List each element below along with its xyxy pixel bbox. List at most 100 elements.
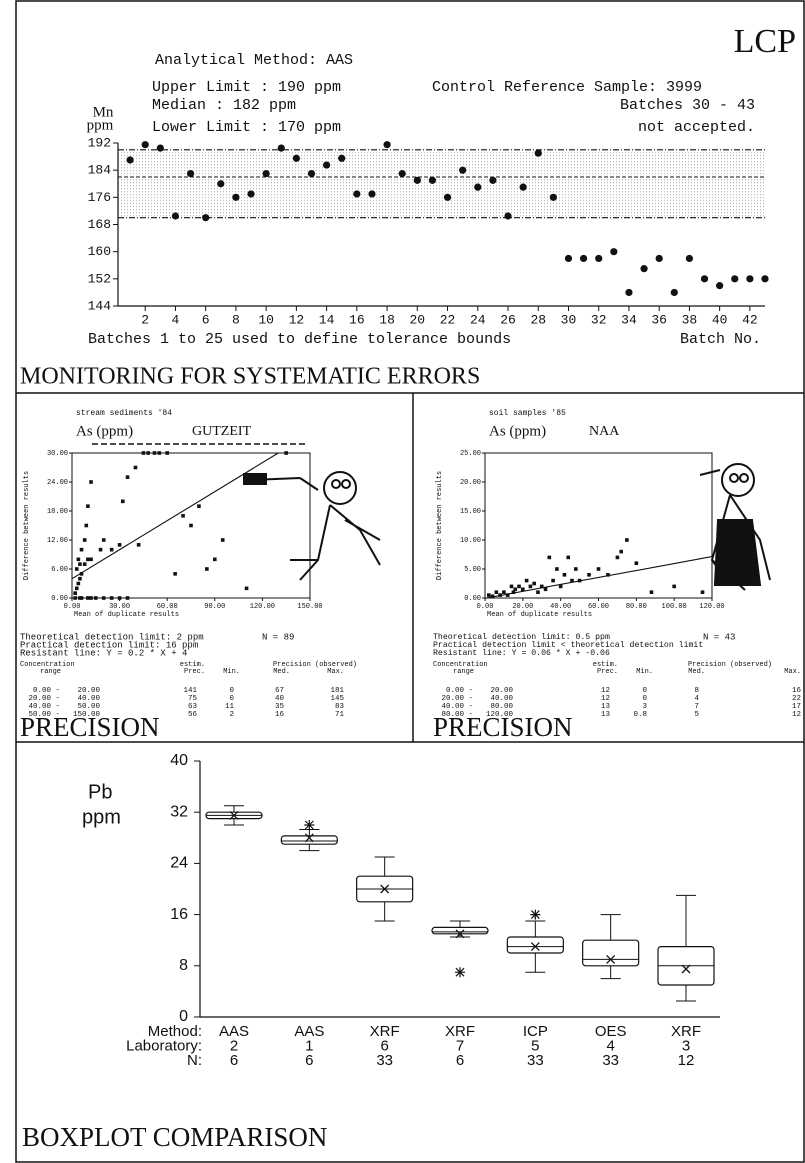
point [486, 593, 491, 597]
annotation: Analytical Method: AAS [155, 52, 353, 69]
point [73, 596, 77, 600]
point [685, 254, 694, 263]
annotation: Batches 30 - 43 [620, 97, 755, 114]
point [277, 144, 285, 152]
point [213, 557, 217, 562]
y-tick-label: 0.00 [51, 595, 68, 603]
fit-line [484, 556, 713, 599]
table-cell: 12 [601, 695, 610, 703]
table-cell: 12 [792, 711, 801, 719]
x-tick-label: 34 [621, 312, 637, 327]
point [86, 557, 90, 562]
y-tick-label: 168 [88, 217, 111, 232]
note: Practical detection limit < theoretical … [433, 640, 703, 650]
point [247, 190, 255, 198]
point [551, 578, 555, 583]
table-cell: 16 [792, 687, 802, 695]
table-cell: 145 [330, 695, 344, 703]
point [579, 254, 588, 263]
y-tick-label: 5.00 [464, 566, 481, 574]
point [76, 581, 81, 586]
mean-marker [229, 810, 239, 820]
point [443, 193, 452, 201]
point [564, 254, 573, 263]
page-label: LCP [734, 23, 796, 60]
laboratory: 6 [380, 1037, 388, 1054]
point [262, 169, 270, 178]
laboratory: 7 [456, 1037, 464, 1054]
table-cell: 40 [275, 695, 285, 703]
table-cell: 63 [188, 703, 198, 711]
point [649, 590, 654, 594]
point [505, 593, 510, 597]
point [78, 576, 82, 581]
point [146, 451, 150, 455]
y-tick-label: 0.00 [464, 595, 481, 603]
note: Resistant line: Y = 0.06 * X + -0.06 [433, 648, 610, 658]
table-header: Prec. [597, 668, 618, 676]
y-tick-label: 192 [88, 135, 111, 150]
table-header: range [453, 668, 474, 676]
box [431, 926, 489, 935]
x-tick-label: 14 [319, 312, 335, 327]
point [498, 593, 502, 597]
point [547, 555, 552, 560]
x-tick-label: 0.00 [477, 603, 494, 611]
point [570, 578, 574, 583]
point [574, 567, 578, 571]
x-tick-label: 24 [470, 312, 486, 327]
table-cell: 16 [275, 711, 285, 719]
mean-marker [455, 929, 465, 939]
y-tick-label: 184 [88, 163, 112, 178]
table-cell: 50.00 [77, 703, 100, 711]
point [181, 514, 185, 518]
box [582, 939, 640, 967]
element-label: As (ppm) [76, 423, 133, 439]
table-cell: 50.00 - [28, 711, 60, 719]
x-tick-label: 90.00 [204, 603, 225, 611]
point [338, 154, 346, 162]
point [672, 584, 676, 589]
box [280, 835, 338, 845]
point [292, 154, 300, 162]
y-tick-label: 40 [170, 752, 188, 769]
n-label: N = 43 [703, 632, 735, 642]
table-cell: 20.00 - [441, 695, 473, 703]
table-cell: 2 [229, 711, 234, 719]
y-axis-label: Difference between results [23, 471, 31, 580]
table-cell: 150.00 [73, 711, 101, 719]
point [79, 547, 84, 552]
method: ICP [523, 1023, 548, 1040]
x-tick-label: 26 [500, 312, 516, 327]
point [82, 562, 87, 566]
point [521, 587, 525, 592]
point [517, 584, 521, 589]
table-cell: 22 [792, 695, 801, 703]
point [117, 596, 122, 600]
point [700, 275, 709, 283]
table-cell: 80.00 [490, 703, 513, 711]
x-tick-label: 150.00 [297, 603, 322, 611]
point [76, 557, 81, 562]
point [731, 275, 739, 283]
mean-marker [304, 833, 314, 843]
x-tick-label: 8 [232, 312, 240, 327]
plot-frame [484, 452, 713, 599]
table-cell: 8 [694, 687, 699, 695]
x-axis-label: Batches 1 to 25 used to define tolerance… [88, 331, 511, 348]
point [73, 591, 77, 595]
table-header: Prec. [184, 668, 205, 676]
point [120, 499, 125, 504]
table-cell: 7 [694, 703, 699, 711]
point [532, 581, 536, 586]
point [519, 183, 527, 191]
y-axis-label: ppm [87, 117, 114, 133]
section-title: PRECISION [20, 712, 160, 742]
point [78, 562, 82, 566]
table-cell: 141 [183, 687, 197, 695]
x-tick-label: 40 [712, 312, 728, 327]
y-tick-label: 18.00 [47, 508, 68, 516]
box [506, 936, 564, 954]
plot-frame [71, 452, 311, 599]
